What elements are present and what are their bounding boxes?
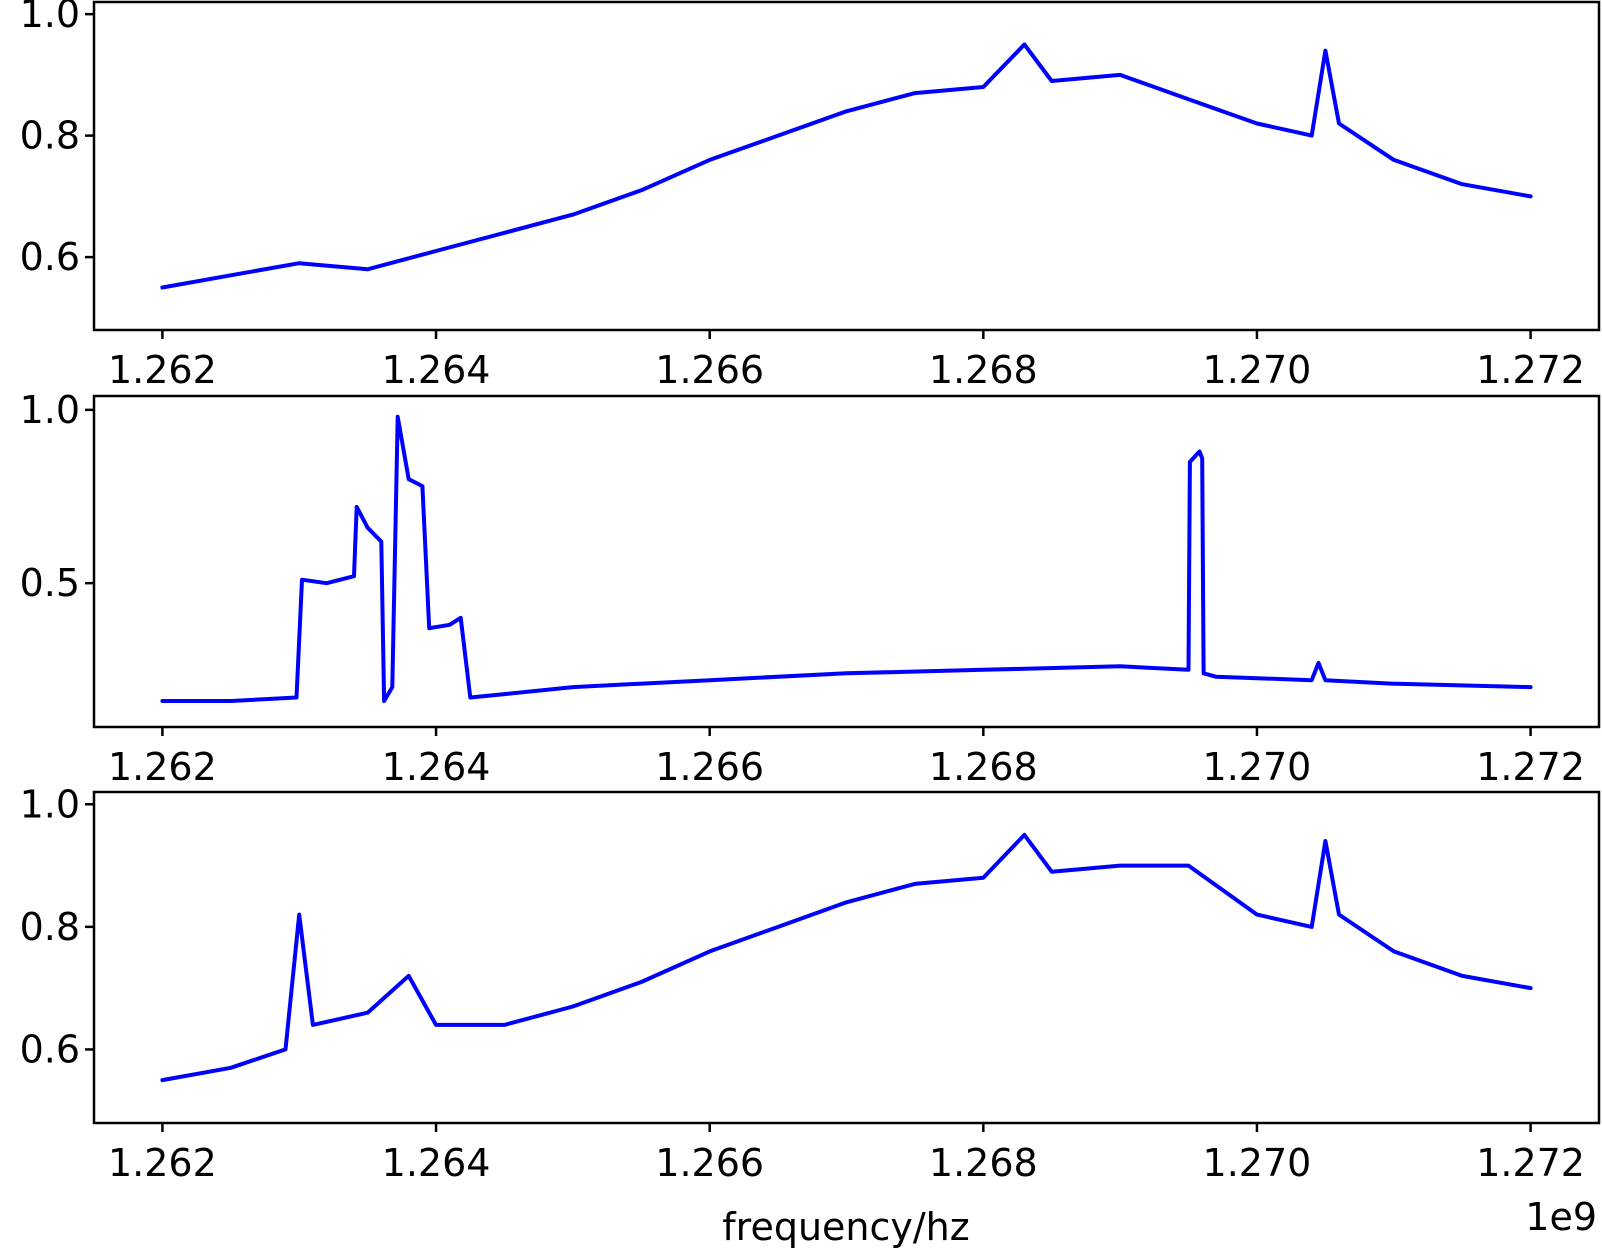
plot-frame [92, 0, 1601, 332]
y-tick-label: 0.6 [20, 1027, 80, 1071]
y-tick-label: 1.0 [20, 0, 80, 36]
axis-ticks: 1.262 1.264 1.266 1.268 1.270 1.272 0.6 0.8 1.0 [20, 782, 1585, 1185]
subplot-middle: 1.262 1.264 1.266 1.268 1.270 1.272 0.5 1.0 [20, 388, 1601, 789]
y-tick-label: 1.0 [20, 388, 80, 432]
x-tick-label: 1.270 [1203, 348, 1312, 392]
axis-ticks: 1.262 1.264 1.266 1.268 1.270 1.272 0.5 1.0 [20, 388, 1585, 789]
x-tick-label: 1.266 [655, 745, 764, 789]
series-line [160, 832, 1533, 1083]
subplot-bottom: 1.262 1.264 1.266 1.268 1.270 1.272 0.6 0.8 1.0 [20, 782, 1601, 1185]
plot-frame [92, 790, 1601, 1125]
y-tick-label: 0.6 [20, 235, 80, 279]
x-tick-label: 1.262 [108, 1141, 217, 1185]
x-tick-label: 1.272 [1476, 745, 1585, 789]
x-tick-label: 1.264 [382, 1141, 491, 1185]
x-tick-label: 1.270 [1203, 745, 1312, 789]
x-axis-label: frequency/hz [722, 1205, 969, 1249]
x-tick-label: 1.268 [929, 745, 1038, 789]
x-tick-label: 1.262 [108, 348, 217, 392]
y-tick-label: 1.0 [20, 782, 80, 826]
x-offset-text: 1e9 [1525, 1195, 1597, 1239]
x-tick-label: 1.272 [1476, 348, 1585, 392]
axis-ticks: 1.262 1.264 1.266 1.268 1.270 1.272 0.6 0.8 1.0 [20, 0, 1585, 392]
x-tick-label: 1.272 [1476, 1141, 1585, 1185]
series-lines [160, 832, 1533, 1083]
series-line [160, 42, 1533, 290]
y-tick-label: 0.8 [20, 905, 80, 949]
x-tick-label: 1.264 [382, 745, 491, 789]
x-tick-label: 1.270 [1203, 1141, 1312, 1185]
x-tick-label: 1.266 [655, 348, 764, 392]
x-tick-label: 1.268 [929, 348, 1038, 392]
y-tick-label: 0.8 [20, 114, 80, 158]
plot-frame [92, 394, 1601, 729]
series-line [160, 414, 1533, 703]
x-tick-label: 1.268 [929, 1141, 1038, 1185]
series-lines [160, 414, 1533, 703]
x-tick-label: 1.264 [382, 348, 491, 392]
subplot-top: 1.262 1.264 1.266 1.268 1.270 1.272 0.6 0.8 1.0 [20, 0, 1601, 392]
y-tick-label: 0.5 [20, 561, 80, 605]
series-lines [160, 42, 1533, 290]
x-tick-label: 1.266 [655, 1141, 764, 1185]
x-tick-label: 1.262 [108, 745, 217, 789]
